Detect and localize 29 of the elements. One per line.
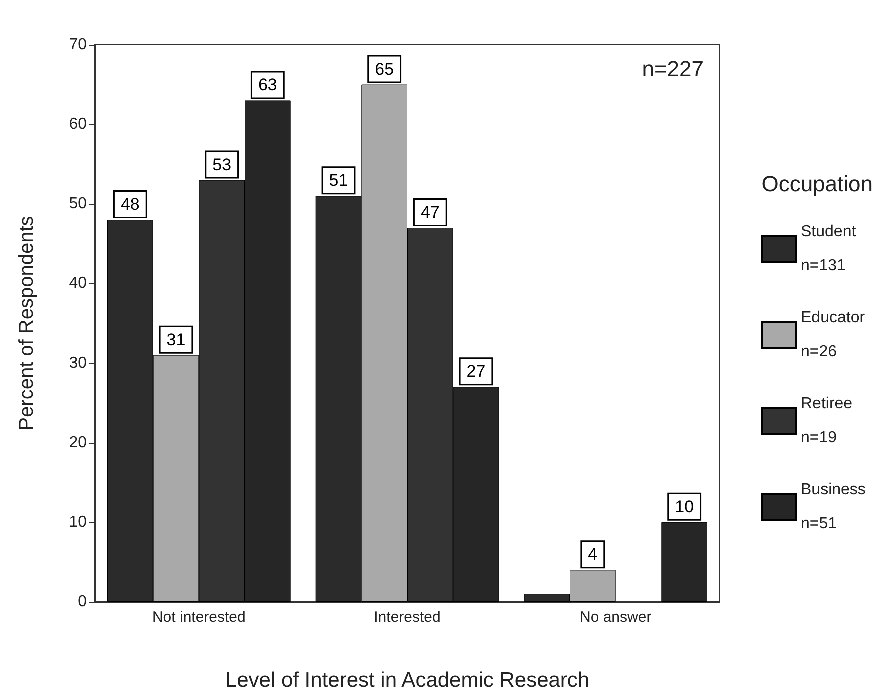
y-tick-label: 0 [78,594,88,610]
y-tick-label: 50 [69,196,88,213]
data-label: 10 [675,497,694,516]
legend-label: Educator n=26 [801,310,870,360]
legend-label: Student n=131 [801,224,861,274]
annotation: n=227 [642,56,704,82]
x-tick-label: Not interested [152,609,246,626]
data-label: 63 [258,76,278,95]
y-tick-label: 40 [69,275,88,292]
y-tick-label: 70 [69,36,88,54]
y-tick-label: 10 [69,514,88,531]
x-tick-label: No answer [580,609,652,626]
legend-label: Business n=51 [801,482,870,532]
legend-label: Retiree n=19 [801,396,858,446]
data-label: 51 [329,171,348,190]
y-tick-label: 30 [69,354,88,372]
data-label: 47 [420,203,440,222]
x-tick-label: Interested [374,609,441,626]
x-axis-title: Level of Interest in Academic Research [225,669,590,692]
data-label: 53 [212,155,232,174]
y-tick-label: 60 [69,116,88,134]
legend-title: Occupation [762,172,874,196]
y-axis-title: Percent of Respondents [16,216,38,431]
data-label: 27 [466,362,486,382]
data-label: 31 [166,330,186,350]
data-label: 4 [588,545,598,564]
data-label: 65 [375,60,394,79]
y-tick-label: 20 [69,434,88,452]
data-label: 48 [120,195,140,214]
